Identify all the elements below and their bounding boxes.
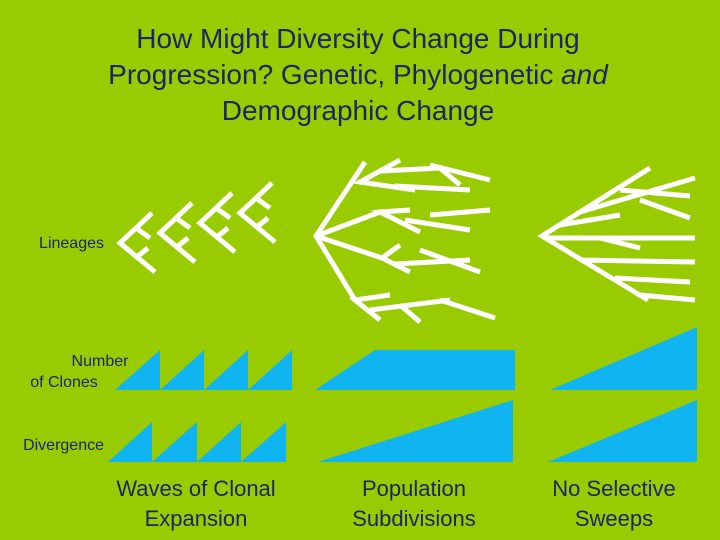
column-label: Subdivisions — [352, 506, 476, 531]
row-label: Lineages — [39, 235, 104, 252]
clone-tree — [236, 181, 277, 244]
clone-tree — [156, 201, 197, 264]
row-label: Divergence — [23, 437, 104, 454]
divergence-subdivisions — [318, 400, 513, 462]
column-label: No Selective — [552, 476, 676, 501]
clone-tree — [116, 211, 157, 274]
column-label: Expansion — [145, 506, 248, 531]
clone-waves — [108, 350, 292, 462]
clone-tree — [196, 191, 237, 254]
tree-no-sweeps — [537, 165, 696, 303]
title-line: How Might Diversity Change During — [136, 23, 580, 54]
column-label: Waves of Clonal — [116, 476, 275, 501]
row-label: of Clones — [30, 374, 98, 391]
column-label: Population — [362, 476, 466, 501]
title-text: Progression? Genetic, Phylogenetic — [108, 59, 553, 90]
title-line: Demographic Change — [222, 95, 494, 126]
title-line: Progression? Genetic, Phylogenetic and — [108, 59, 609, 90]
clones-subdivisions — [315, 350, 515, 390]
clones-no-sweeps — [550, 327, 697, 390]
column-label: Sweeps — [575, 506, 653, 531]
tree-subdivisions — [313, 157, 496, 324]
row-label: Number — [72, 353, 130, 370]
divergence-no-sweeps — [548, 400, 697, 462]
tree-waves — [116, 181, 277, 274]
title-emphasis: and — [561, 59, 609, 90]
